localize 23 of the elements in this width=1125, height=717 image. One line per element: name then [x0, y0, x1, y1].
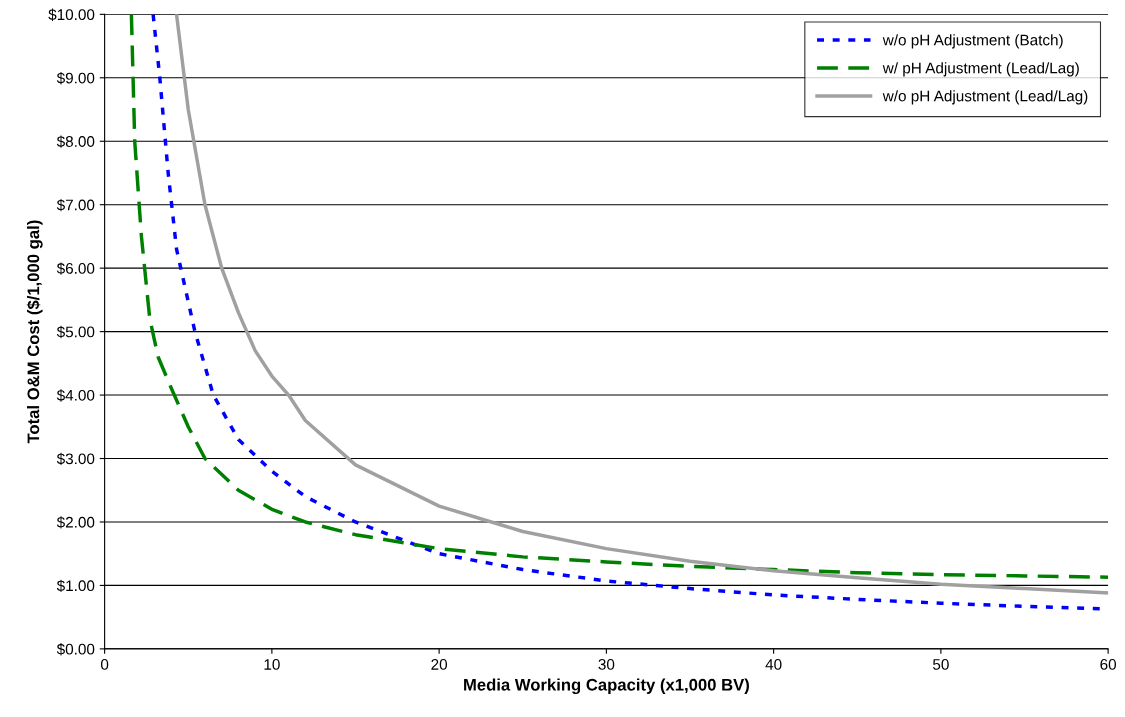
y-tick-label: $7.00 [56, 198, 95, 212]
y-tick-label: $10.00 [48, 8, 95, 21]
y-tick-label: $8.00 [56, 135, 95, 148]
y-tick-label: $2.00 [56, 516, 95, 529]
legend-label: w/o pH Adjustment (Lead/Lag) [882, 90, 1088, 105]
x-axis-title: Media Working Capacity (x1,000 BV) [464, 678, 749, 695]
legend-label: w/o pH Adjustment (Batch) [882, 34, 1063, 49]
x-tick-label: 50 [932, 659, 949, 670]
y-tick-label: $5.00 [56, 325, 95, 339]
y-tick-label: $9.00 [56, 72, 95, 85]
x-tick-label: 40 [765, 659, 782, 670]
y-tick-label: $4.00 [56, 389, 95, 402]
y-tick-label: $6.00 [56, 262, 95, 275]
x-tick-label: 0 [100, 659, 109, 670]
x-tick-label: 20 [431, 659, 448, 670]
x-tick-label: 60 [1100, 659, 1117, 670]
y-tick-label: $0.00 [56, 643, 95, 656]
y-axis-title: Total O&M Cost ($/1,000 gal) [26, 220, 43, 444]
y-tick-label: $1.00 [56, 579, 95, 593]
x-tick-label: 10 [264, 659, 280, 670]
y-tick-label: $3.00 [56, 452, 95, 466]
x-tick-label: 30 [598, 659, 615, 670]
legend-label: w/ pH Adjustment (Lead/Lag) [882, 62, 1079, 77]
